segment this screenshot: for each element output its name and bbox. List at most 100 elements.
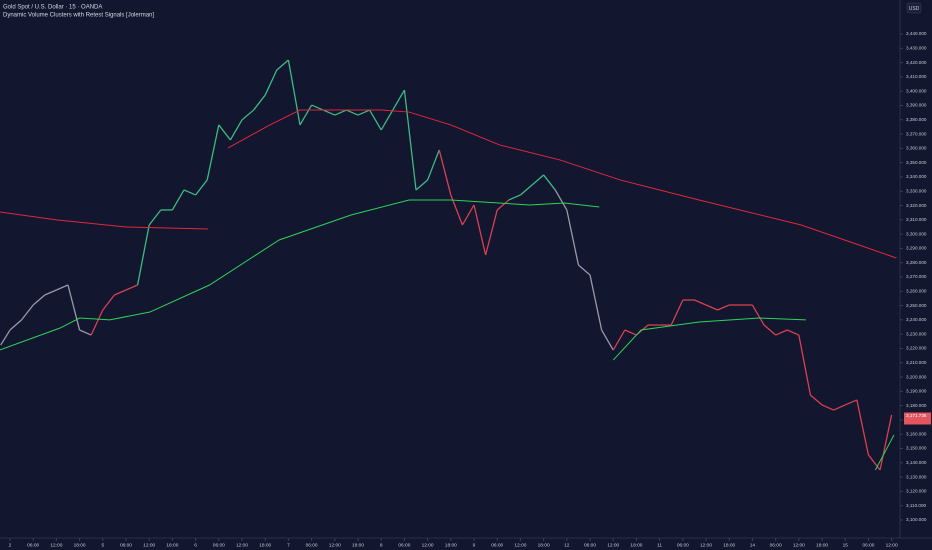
x-tick-label: 12:00 xyxy=(700,542,712,548)
y-tick-label: 3,150.000 xyxy=(906,446,927,451)
price-segment xyxy=(44,289,57,296)
price-segment xyxy=(484,209,498,256)
price-segment xyxy=(856,399,870,456)
y-tick-label: 3,230.000 xyxy=(906,331,927,336)
y-tick-label: 3,340.000 xyxy=(906,174,927,179)
y-tick-label: 3,160.000 xyxy=(906,431,927,436)
price-segment xyxy=(287,59,301,126)
price-segment xyxy=(473,204,487,256)
price-segment xyxy=(357,109,370,116)
price-segment xyxy=(253,94,266,111)
price-segment xyxy=(798,334,812,396)
x-tick-label: 8 xyxy=(380,542,383,548)
x-tick-label: 2 xyxy=(9,542,12,548)
price-segment xyxy=(125,284,138,291)
last-price-label: 3,171.735 xyxy=(906,413,927,418)
price-segment xyxy=(694,299,707,306)
y-tick-label: 3,280.000 xyxy=(906,260,927,265)
moving-average xyxy=(0,199,600,351)
price-segment xyxy=(334,109,347,116)
y-tick-label: 3,250.000 xyxy=(906,303,927,308)
price-segment xyxy=(21,304,34,321)
x-tick-label: 5 xyxy=(101,542,104,548)
price-segment xyxy=(32,294,46,306)
price-segment xyxy=(867,454,881,471)
y-tick-label: 3,100.000 xyxy=(906,517,927,522)
y-tick-label: 3,130.000 xyxy=(906,474,927,479)
x-tick-label: 15 xyxy=(843,542,849,548)
x-tick-label: 6 xyxy=(194,542,197,548)
y-tick-label: 3,320.000 xyxy=(906,203,927,208)
moving-average xyxy=(0,211,208,230)
y-tick-label: 3,270.000 xyxy=(906,274,927,279)
price-segment xyxy=(218,124,231,141)
y-tick-label: 3,120.000 xyxy=(906,489,927,494)
price-segment xyxy=(90,309,104,336)
x-tick-label: 12:00 xyxy=(236,542,248,548)
y-tick-label: 3,370.000 xyxy=(906,131,927,136)
x-tick-label: 12:00 xyxy=(329,542,341,548)
y-tick-label: 3,300.000 xyxy=(906,231,927,236)
x-tick-label: 06:00 xyxy=(770,542,782,548)
x-tick-label: 14 xyxy=(750,542,756,548)
price-segment xyxy=(519,184,533,196)
price-segment xyxy=(543,174,556,191)
y-tick-label: 3,440.000 xyxy=(906,31,927,36)
price-segment xyxy=(392,89,405,111)
y-tick-label: 3,190.000 xyxy=(906,389,927,394)
x-tick-label: 06:00 xyxy=(491,542,503,548)
price-segment xyxy=(577,264,591,276)
price-segment xyxy=(786,329,800,336)
y-tick-label: 3,210.000 xyxy=(906,360,927,365)
x-tick-label: 12:00 xyxy=(514,542,526,548)
y-tick-label: 3,310.000 xyxy=(906,217,927,222)
price-segment xyxy=(496,199,510,211)
x-tick-label: 06:00 xyxy=(398,542,410,548)
price-segment xyxy=(461,204,475,226)
symbol-title: Gold Spot / U.S. Dollar · 15 · OANDA xyxy=(3,5,102,11)
price-segment xyxy=(299,104,313,126)
x-tick-label: 12:00 xyxy=(50,542,62,548)
price-segment xyxy=(183,189,196,196)
price-segment xyxy=(566,209,580,266)
price-segment xyxy=(751,304,765,326)
price-segment xyxy=(403,89,417,191)
x-tick-label: 18:00 xyxy=(74,542,86,548)
moving-average xyxy=(874,434,895,471)
currency[interactable]: USD xyxy=(909,6,920,12)
moving-average xyxy=(227,109,897,259)
price-segment xyxy=(775,329,788,336)
x-tick-label: 7 xyxy=(287,542,290,548)
price-segment xyxy=(415,179,429,191)
x-tick-label: 06:00 xyxy=(862,542,874,548)
price-segment xyxy=(0,329,11,346)
y-tick-label: 3,330.000 xyxy=(906,188,927,193)
y-tick-label: 3,350.000 xyxy=(906,160,927,165)
x-tick-label: 12:00 xyxy=(886,542,898,548)
price-segment xyxy=(206,124,220,181)
price-segment xyxy=(241,109,255,121)
y-tick-label: 3,260.000 xyxy=(906,289,927,294)
price-segment xyxy=(624,329,637,336)
currency-box[interactable] xyxy=(906,2,922,14)
price-segment xyxy=(508,194,521,201)
y-tick-label: 3,110.000 xyxy=(906,503,927,508)
y-tick-label: 3,240.000 xyxy=(906,317,927,322)
price-segment xyxy=(589,274,603,331)
x-tick-label: 9 xyxy=(473,542,476,548)
price-segment xyxy=(369,109,382,131)
price-segment xyxy=(705,304,718,311)
price-segment xyxy=(601,329,614,351)
price-segment xyxy=(833,404,846,411)
x-tick-label: 18:00 xyxy=(538,542,550,548)
x-tick-label: 18:00 xyxy=(166,542,178,548)
price-segment xyxy=(229,119,243,141)
x-tick-label: 18:00 xyxy=(816,542,828,548)
price-segment xyxy=(79,329,92,336)
price-segment xyxy=(67,284,81,331)
price-segment xyxy=(346,109,359,116)
price-segment xyxy=(311,104,324,111)
price-segment xyxy=(171,189,185,211)
indicator-name: Dynamic Volume Clusters with Retest Sign… xyxy=(3,13,154,19)
